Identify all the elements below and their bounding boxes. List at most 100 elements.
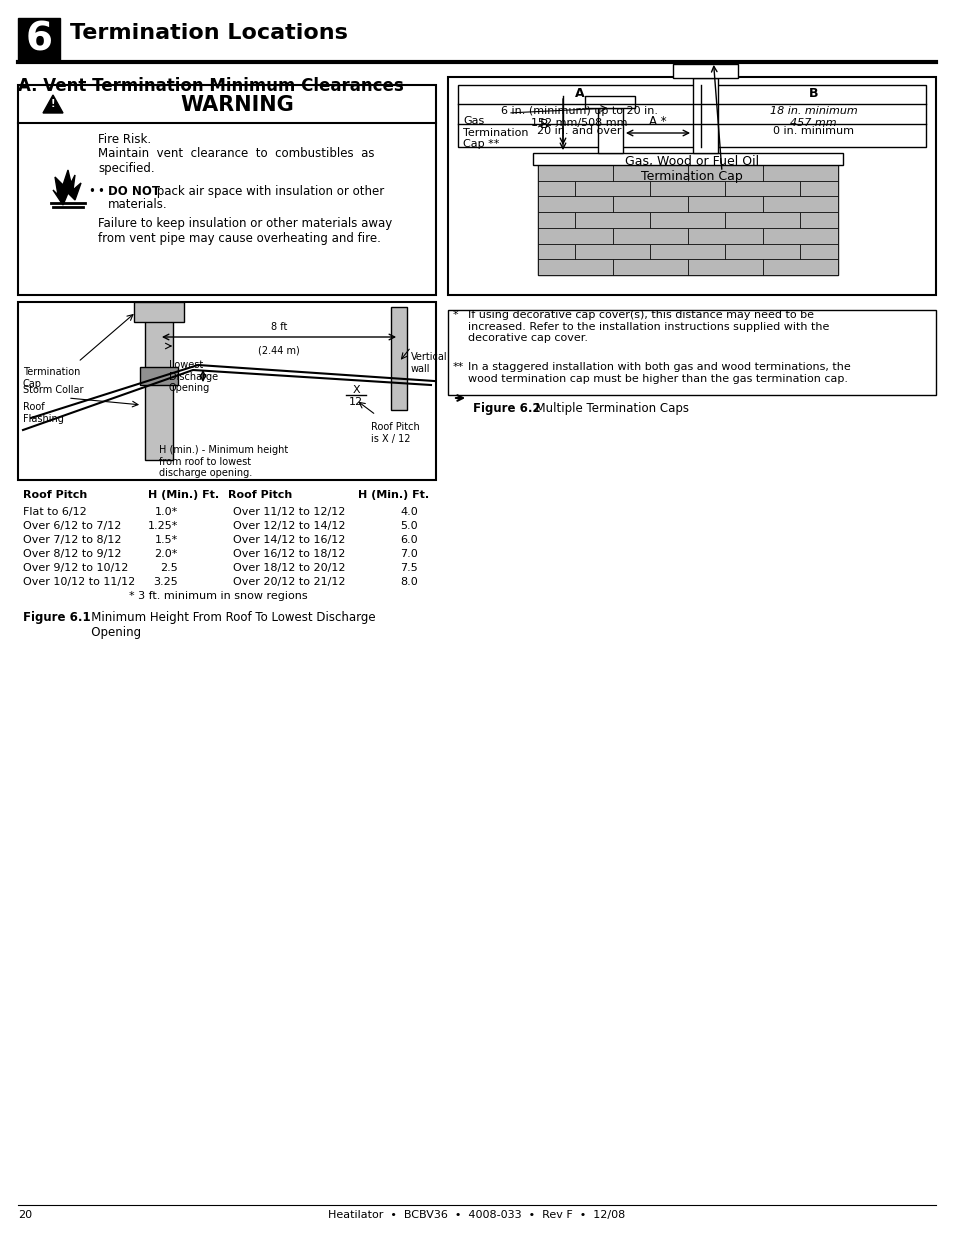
Text: Multiple Termination Caps: Multiple Termination Caps — [527, 403, 688, 415]
Bar — [724, 180, 800, 196]
Text: Flat to 6/12: Flat to 6/12 — [23, 508, 87, 517]
Bar — [692, 78, 718, 153]
Text: Fire Risk.: Fire Risk. — [98, 133, 151, 146]
Text: **: ** — [453, 362, 464, 372]
Text: Over 10/12 to 11/12: Over 10/12 to 11/12 — [23, 577, 135, 587]
Text: 3.25: 3.25 — [153, 577, 178, 587]
Bar — [585, 96, 635, 107]
Text: Roof Pitch: Roof Pitch — [228, 490, 292, 500]
Polygon shape — [43, 95, 63, 112]
Bar — [613, 196, 687, 212]
Bar — [575, 243, 650, 259]
Bar — [762, 259, 837, 275]
Bar — [18, 303, 436, 480]
Bar — [687, 196, 762, 212]
Text: WARNING: WARNING — [180, 95, 294, 115]
Bar — [533, 153, 842, 165]
Text: 6 in. (minimum) up to 20 in.
152 mm/508 mm: 6 in. (minimum) up to 20 in. 152 mm/508 … — [500, 106, 658, 127]
Text: Lowest
Discharge
Opening: Lowest Discharge Opening — [169, 359, 218, 393]
Bar — [457, 85, 925, 147]
Text: 0 in. minimum: 0 in. minimum — [772, 126, 853, 136]
Bar — [575, 180, 650, 196]
Bar — [18, 85, 436, 295]
Bar — [537, 196, 613, 212]
Text: 4.0: 4.0 — [400, 508, 417, 517]
Text: DO NOT: DO NOT — [108, 185, 160, 198]
Text: *: * — [453, 310, 458, 320]
Text: 1.0*: 1.0* — [154, 508, 178, 517]
Text: •: • — [88, 185, 94, 198]
Bar — [687, 227, 762, 243]
Text: 8 ft: 8 ft — [271, 322, 287, 332]
Text: Roof Pitch
is X / 12: Roof Pitch is X / 12 — [371, 422, 419, 443]
Text: (2.44 m): (2.44 m) — [258, 345, 299, 354]
Text: B: B — [538, 119, 547, 131]
Text: Over 18/12 to 20/12: Over 18/12 to 20/12 — [233, 563, 345, 573]
Text: In a staggered installation with both gas and wood terminations, the
wood termin: In a staggered installation with both ga… — [468, 362, 850, 384]
Polygon shape — [53, 170, 81, 205]
Text: B: B — [808, 86, 818, 100]
Text: Over 16/12 to 18/12: Over 16/12 to 18/12 — [233, 550, 345, 559]
Bar — [613, 165, 687, 180]
Bar — [537, 212, 575, 227]
Text: A *: A * — [648, 115, 666, 128]
Bar — [598, 107, 622, 153]
Text: Over 7/12 to 8/12: Over 7/12 to 8/12 — [23, 535, 121, 545]
Text: A: A — [575, 86, 584, 100]
Bar — [762, 196, 837, 212]
Text: A. Vent Termination Minimum Clearances: A. Vent Termination Minimum Clearances — [18, 77, 403, 95]
Text: 6: 6 — [26, 20, 52, 58]
Text: Over 8/12 to 9/12: Over 8/12 to 9/12 — [23, 550, 121, 559]
Bar — [145, 308, 172, 459]
Text: 7.5: 7.5 — [400, 563, 417, 573]
Bar — [448, 310, 935, 395]
Text: Over 6/12 to 7/12: Over 6/12 to 7/12 — [23, 521, 121, 531]
Bar — [575, 212, 650, 227]
Text: Heatilator  •  BCBV36  •  4008-033  •  Rev F  •  12/08: Heatilator • BCBV36 • 4008-033 • Rev F •… — [328, 1210, 625, 1220]
Text: 12: 12 — [349, 396, 363, 408]
Bar — [724, 243, 800, 259]
Text: Failure to keep insulation or other materials away
from vent pipe may cause over: Failure to keep insulation or other mate… — [98, 217, 392, 245]
Text: 2.0*: 2.0* — [154, 550, 178, 559]
Text: 6.0: 6.0 — [400, 535, 417, 545]
Text: •: • — [98, 185, 112, 198]
Bar — [613, 227, 687, 243]
Text: Gas, Wood or Fuel Oil
Termination Cap: Gas, Wood or Fuel Oil Termination Cap — [624, 156, 759, 183]
Text: Figure 6.2: Figure 6.2 — [473, 403, 540, 415]
Bar — [537, 227, 613, 243]
Text: 7.0: 7.0 — [400, 550, 417, 559]
Text: Termination Locations: Termination Locations — [70, 23, 348, 43]
Bar — [537, 165, 613, 180]
Bar — [140, 367, 178, 385]
Text: Over 20/12 to 21/12: Over 20/12 to 21/12 — [233, 577, 345, 587]
Text: If using decorative cap cover(s), this distance may need to be
increased. Refer : If using decorative cap cover(s), this d… — [468, 310, 828, 343]
Bar — [650, 180, 724, 196]
Text: 20: 20 — [18, 1210, 32, 1220]
Text: Over 12/12 to 14/12: Over 12/12 to 14/12 — [233, 521, 345, 531]
Bar — [687, 165, 762, 180]
Text: materials.: materials. — [108, 198, 168, 211]
Bar — [537, 165, 837, 275]
Bar — [800, 212, 837, 227]
Bar — [537, 259, 613, 275]
Bar — [391, 308, 407, 410]
Bar — [724, 212, 800, 227]
Text: Termination
Cap: Termination Cap — [23, 367, 80, 389]
Bar — [537, 243, 575, 259]
Bar — [133, 303, 184, 322]
Bar — [537, 180, 575, 196]
Bar — [672, 64, 738, 78]
Text: H (Min.) Ft.: H (Min.) Ft. — [148, 490, 219, 500]
Bar — [687, 259, 762, 275]
Text: Storm Collar: Storm Collar — [23, 385, 84, 395]
Text: Over 14/12 to 16/12: Over 14/12 to 16/12 — [233, 535, 345, 545]
Text: Minimum Height From Roof To Lowest Discharge
   Opening: Minimum Height From Roof To Lowest Disch… — [80, 611, 375, 638]
Bar — [650, 212, 724, 227]
Text: 18 in. minimum
457 mm: 18 in. minimum 457 mm — [769, 106, 857, 127]
Text: Roof
Flashing: Roof Flashing — [23, 403, 64, 424]
Text: * 3 ft. minimum in snow regions: * 3 ft. minimum in snow regions — [129, 592, 307, 601]
Text: Figure 6.1: Figure 6.1 — [23, 611, 91, 624]
Text: 1.25*: 1.25* — [148, 521, 178, 531]
Text: 2.5: 2.5 — [160, 563, 178, 573]
Bar — [800, 180, 837, 196]
